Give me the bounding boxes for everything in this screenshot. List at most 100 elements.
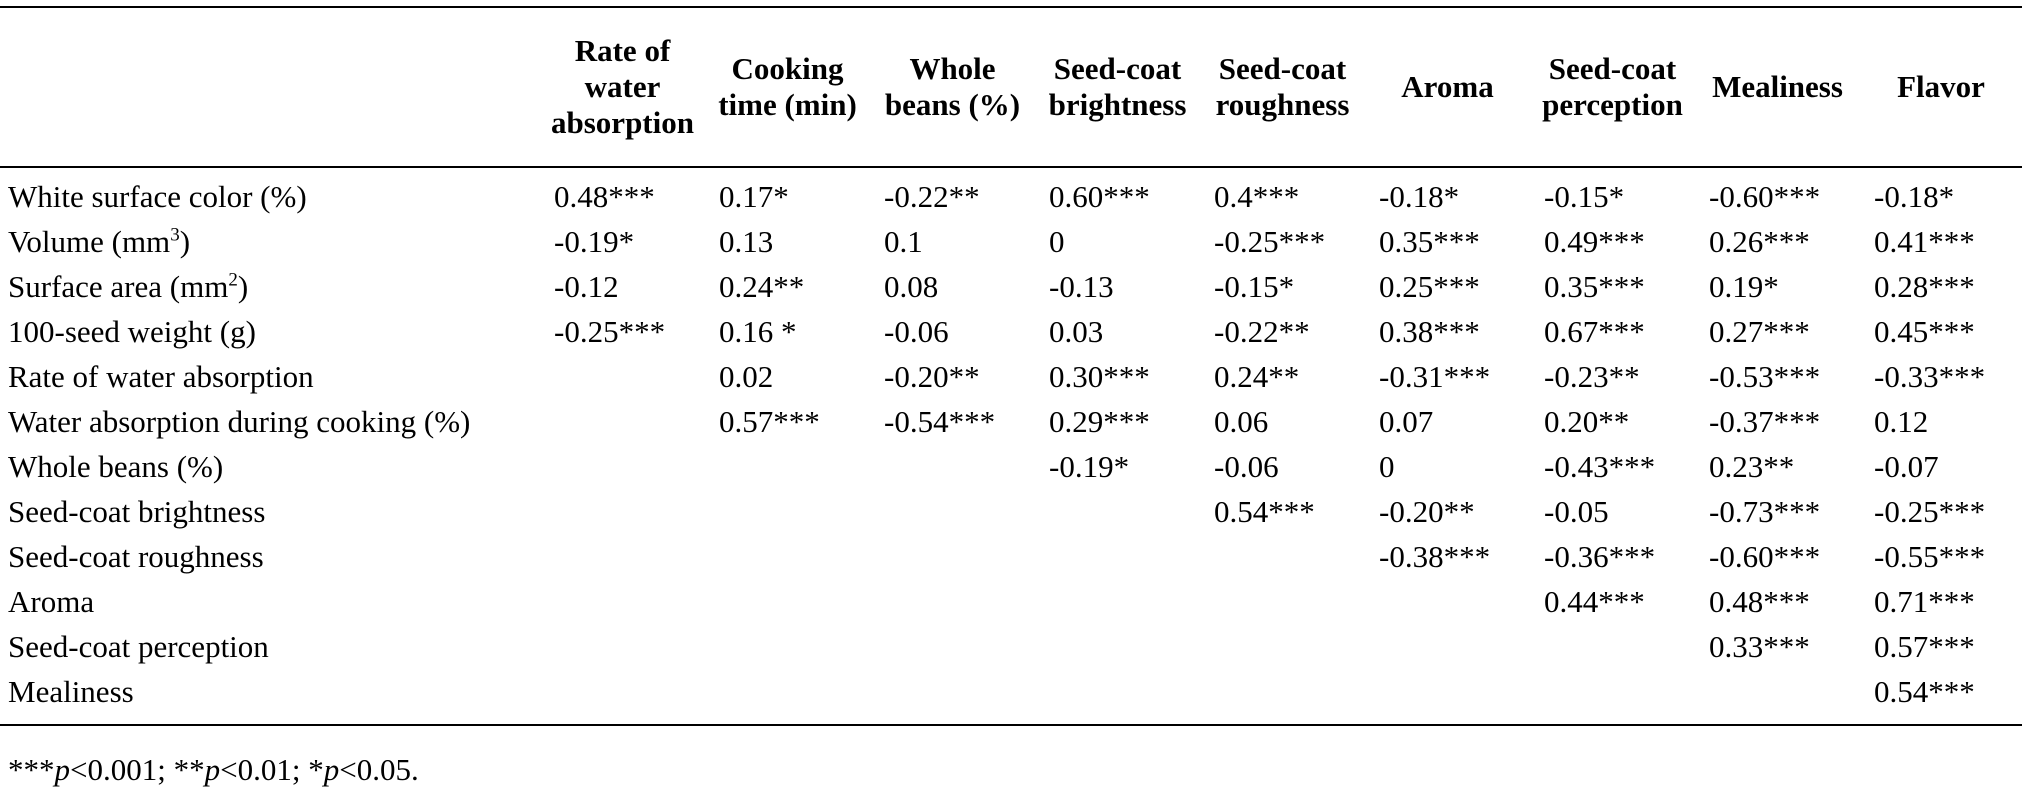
table-cell: 0.57*** xyxy=(719,404,820,439)
table-cell: -0.25*** xyxy=(1214,224,1326,259)
table-cell: 0.30*** xyxy=(1049,359,1150,394)
table-cell: 0.44*** xyxy=(1544,584,1645,619)
table-cell: -0.12 xyxy=(554,269,619,304)
table-cell: -0.06 xyxy=(884,314,949,349)
table-cell xyxy=(540,624,705,669)
row-label-text: Seed-coat brightness xyxy=(8,494,266,529)
column-header: Rate of water absorption xyxy=(551,33,694,140)
table-cell: 0.24** xyxy=(1214,359,1300,394)
table-cell xyxy=(1530,669,1695,725)
table-cell xyxy=(540,579,705,624)
table-cell: -0.31*** xyxy=(1379,359,1491,394)
table-cell: 0.1 xyxy=(884,224,923,259)
table-cell: 0.4*** xyxy=(1214,179,1300,214)
table-cell: -0.73*** xyxy=(1709,494,1821,529)
table-cell xyxy=(1695,669,1860,725)
table-cell: -0.43*** xyxy=(1544,449,1656,484)
row-label-text: Volume (mm xyxy=(8,224,171,259)
table-cell xyxy=(705,534,870,579)
table-cell xyxy=(540,489,705,534)
table-cell xyxy=(1200,624,1365,669)
table-cell: -0.19* xyxy=(554,224,635,259)
column-header: Aroma xyxy=(1401,69,1494,104)
table-cell xyxy=(1035,534,1200,579)
row-label-text: 100-seed weight (g) xyxy=(8,314,256,349)
table-cell: -0.60*** xyxy=(1709,179,1821,214)
table-cell: -0.54*** xyxy=(884,404,996,439)
row-label-suffix: ) xyxy=(179,224,191,259)
table-cell xyxy=(540,354,705,399)
table-cell xyxy=(1200,534,1365,579)
table-cell: 0.26*** xyxy=(1709,224,1810,259)
row-label: Seed-coat brightness xyxy=(0,489,540,534)
table-cell: 0.07 xyxy=(1379,404,1434,439)
row-label-superscript: 3 xyxy=(170,224,180,246)
row-label-text: Surface area (mm xyxy=(8,269,229,304)
table-cell: -0.19* xyxy=(1049,449,1130,484)
table-row: Aroma 0.44*** 0.48*** 0.71*** xyxy=(0,579,2022,624)
table-row: Seed-coat brightness 0.54*** -0.20** -0.05 -… xyxy=(0,489,2022,534)
table-cell: 0.38*** xyxy=(1379,314,1480,349)
table-cell: 0.33*** xyxy=(1709,629,1810,664)
table-row: 100-seed weight (g) -0.25*** 0.16 * -0.06 0.… xyxy=(0,309,2022,354)
table-cell xyxy=(1530,624,1695,669)
table-cell: 0.20** xyxy=(1544,404,1630,439)
table-cell xyxy=(1035,489,1200,534)
table-cell: -0.13 xyxy=(1049,269,1114,304)
correlation-table: Rate of water absorption Cooking time (m… xyxy=(0,6,2022,726)
row-label-text: Rate of water absorption xyxy=(8,359,314,394)
row-label-text: Seed-coat perception xyxy=(8,629,269,664)
table-cell: 0.13 xyxy=(719,224,774,259)
table-cell: -0.37*** xyxy=(1709,404,1821,439)
table-cell: 0.71*** xyxy=(1874,584,1975,619)
table-cell: 0.17* xyxy=(719,179,789,214)
table-cell: -0.38*** xyxy=(1379,539,1491,574)
table-cell xyxy=(1365,579,1530,624)
table-row: Volume (mm3) -0.19* 0.13 0.1 0 -0.25*** 0.35**… xyxy=(0,219,2022,264)
table-cell: 0.45*** xyxy=(1874,314,1975,349)
table-cell: -0.15* xyxy=(1214,269,1295,304)
table-cell: 0.16 * xyxy=(719,314,797,349)
table-cell xyxy=(870,489,1035,534)
table-cell: -0.18* xyxy=(1379,179,1460,214)
table-cell: 0.08 xyxy=(884,269,939,304)
table-cell: 0.23** xyxy=(1709,449,1795,484)
table-cell: -0.07 xyxy=(1874,449,1939,484)
column-header: Flavor xyxy=(1897,69,1985,104)
corner-header xyxy=(0,7,540,167)
table-cell: 0.48*** xyxy=(1709,584,1810,619)
header-row: Rate of water absorption Cooking time (m… xyxy=(0,7,2022,167)
row-label: 100-seed weight (g) xyxy=(0,309,540,354)
table-row: Mealiness 0.54*** xyxy=(0,669,2022,725)
table-cell: 0.49*** xyxy=(1544,224,1645,259)
table-cell: 0 xyxy=(1379,449,1395,484)
table-cell: -0.22** xyxy=(884,179,980,214)
table-cell xyxy=(870,579,1035,624)
footnote-threshold: <0.05. xyxy=(339,752,419,787)
table-cell xyxy=(1200,579,1365,624)
table-cell: 0.12 xyxy=(1874,404,1929,439)
table-cell: -0.53*** xyxy=(1709,359,1821,394)
row-label: Seed-coat roughness xyxy=(0,534,540,579)
table-cell xyxy=(705,444,870,489)
column-header: Cooking time (min) xyxy=(718,51,857,122)
table-cell: -0.33*** xyxy=(1874,359,1986,394)
footnote-stars: *** xyxy=(8,752,55,787)
table-cell: -0.60*** xyxy=(1709,539,1821,574)
table-row: White surface color (%) 0.48*** 0.17* -0.22… xyxy=(0,167,2022,219)
table-cell xyxy=(540,669,705,725)
row-label-text: Seed-coat roughness xyxy=(8,539,264,574)
table-cell: -0.18* xyxy=(1874,179,1955,214)
row-label-text: Aroma xyxy=(8,584,95,619)
footnote-p-symbol: p xyxy=(54,752,71,787)
column-header: Seed-coat perception xyxy=(1542,51,1683,122)
row-label-superscript: 2 xyxy=(228,269,238,291)
table-cell: 0.03 xyxy=(1049,314,1104,349)
row-label: Rate of water absorption xyxy=(0,354,540,399)
table-cell xyxy=(870,624,1035,669)
row-label-suffix: ) xyxy=(237,269,249,304)
table-cell: -0.20** xyxy=(1379,494,1475,529)
footnote-stars: ** xyxy=(173,752,205,787)
table-cell: 0.35*** xyxy=(1544,269,1645,304)
